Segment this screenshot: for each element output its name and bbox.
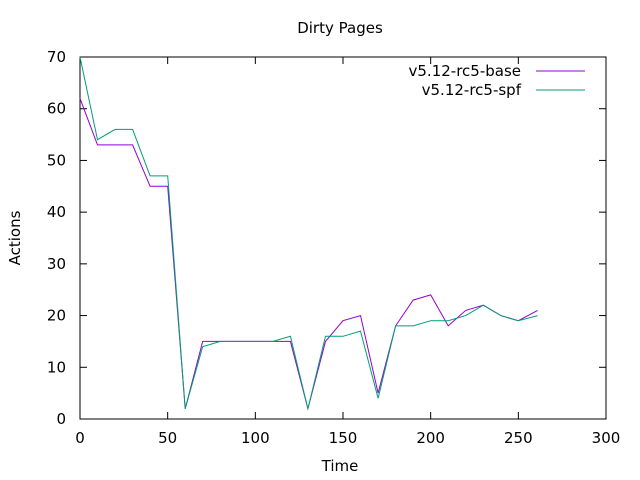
x-tick-label: 250 <box>504 429 533 447</box>
plot-area <box>79 56 607 420</box>
y-tick-label: 10 <box>47 358 66 376</box>
tick-labels: 0 50 100 150 200 250 300 0 10 20 30 40 50 60 70 <box>47 48 620 447</box>
axis-ticks <box>79 56 607 420</box>
x-tick-label: 200 <box>416 429 445 447</box>
x-tick-label: 300 <box>592 429 621 447</box>
y-tick-label: 60 <box>47 100 66 118</box>
x-tick-label: 0 <box>75 429 85 447</box>
plot-border <box>79 56 607 420</box>
y-tick-label: 50 <box>47 151 66 169</box>
series-line-1 <box>79 98 538 411</box>
y-tick-label: 40 <box>47 203 66 221</box>
x-tick-label: 150 <box>329 429 358 447</box>
legend-label-1: v5.12-rc5-base <box>409 62 522 80</box>
y-tick-label: 20 <box>47 307 66 325</box>
series-lines <box>79 56 538 411</box>
x-tick-label: 50 <box>158 429 177 447</box>
y-axis-label: Actions <box>6 210 24 265</box>
x-tick-label: 100 <box>241 429 270 447</box>
x-axis-label: Time <box>321 457 359 475</box>
y-tick-label: 30 <box>47 255 66 273</box>
y-tick-label: 0 <box>56 410 66 428</box>
chart-title: Dirty Pages <box>297 19 383 37</box>
y-tick-label: 70 <box>47 48 66 66</box>
legend-label-2: v5.12-rc5-spf <box>422 81 522 99</box>
series-line-2 <box>79 56 538 409</box>
